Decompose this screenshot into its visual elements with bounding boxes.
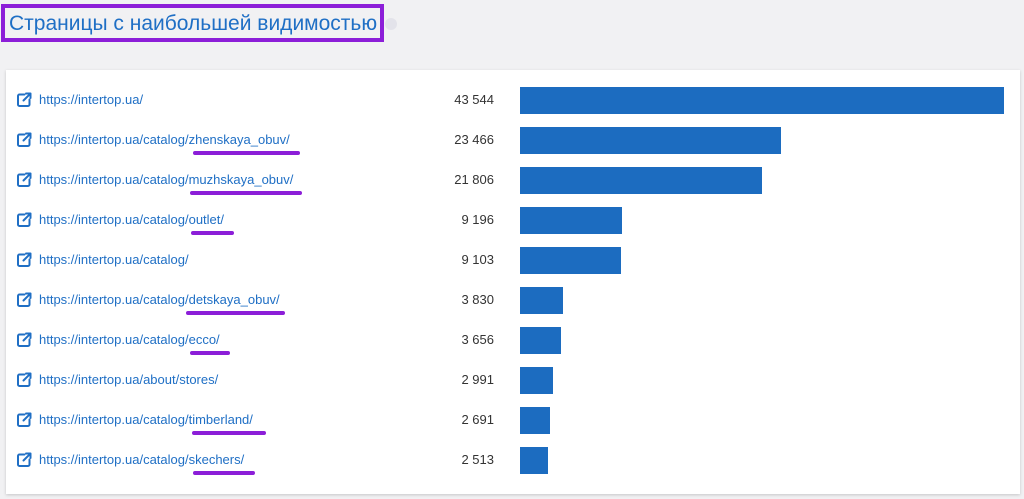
visibility-bar [520, 87, 1004, 114]
page-row: https://intertop.ua/ 43 544 [6, 80, 1020, 120]
page-row: https://intertop.ua/catalog/timberland/ … [6, 400, 1020, 440]
page-row: https://intertop.ua/catalog/ecco/ 3 656 [6, 320, 1020, 360]
highlight-underline [193, 471, 255, 475]
external-link-icon[interactable] [16, 452, 32, 468]
visibility-value: 43 544 [454, 92, 494, 107]
visibility-bar [520, 207, 622, 234]
visibility-value: 3 656 [461, 332, 494, 347]
page-url-link[interactable]: https://intertop.ua/catalog/muzhskaya_ob… [39, 172, 294, 187]
visibility-value: 3 830 [461, 292, 494, 307]
page-url-link[interactable]: https://intertop.ua/about/stores/ [39, 372, 219, 387]
external-link-icon[interactable] [16, 412, 32, 428]
external-link-icon[interactable] [16, 92, 32, 108]
page-row: https://intertop.ua/catalog/zhenskaya_ob… [6, 120, 1020, 160]
visibility-bar [520, 447, 548, 474]
page-row: https://intertop.ua/catalog/outlet/ 9 19… [6, 200, 1020, 240]
highlight-underline [193, 151, 300, 155]
external-link-icon[interactable] [16, 332, 32, 348]
highlight-underline [186, 311, 285, 315]
page-url-link[interactable]: https://intertop.ua/catalog/ecco/ [39, 332, 220, 347]
external-link-icon[interactable] [16, 212, 32, 228]
page-row: https://intertop.ua/catalog/skechers/ 2 … [6, 440, 1020, 480]
external-link-icon[interactable] [16, 252, 32, 268]
page-url-link[interactable]: https://intertop.ua/ [39, 92, 144, 107]
visibility-value: 2 513 [461, 452, 494, 467]
page-url-link[interactable]: https://intertop.ua/catalog/timberland/ [39, 412, 253, 427]
visibility-bar [520, 407, 550, 434]
external-link-icon[interactable] [16, 172, 32, 188]
visibility-bar [520, 127, 781, 154]
page-url-link[interactable]: https://intertop.ua/catalog/zhenskaya_ob… [39, 132, 290, 147]
visibility-bar [520, 247, 621, 274]
highlight-underline [192, 431, 266, 435]
external-link-icon[interactable] [16, 292, 32, 308]
visibility-bar [520, 167, 762, 194]
page-url-link[interactable]: https://intertop.ua/catalog/detskaya_obu… [39, 292, 280, 307]
top-pages-panel: https://intertop.ua/ 43 544 https://inte… [6, 70, 1020, 494]
page-row: https://intertop.ua/catalog/muzhskaya_ob… [6, 160, 1020, 200]
visibility-bar [520, 367, 553, 394]
visibility-value: 21 806 [454, 172, 494, 187]
external-link-icon[interactable] [16, 132, 32, 148]
visibility-value: 23 466 [454, 132, 494, 147]
page-url-link[interactable]: https://intertop.ua/catalog/ [39, 252, 189, 267]
page-url-link[interactable]: https://intertop.ua/catalog/skechers/ [39, 452, 245, 467]
title-highlight-box: Страницы с наибольшей видимостью [1, 4, 384, 42]
visibility-value: 9 103 [461, 252, 494, 267]
highlight-underline [190, 191, 302, 195]
page-row: https://intertop.ua/catalog/detskaya_obu… [6, 280, 1020, 320]
visibility-value: 9 196 [461, 212, 494, 227]
page-url-link[interactable]: https://intertop.ua/catalog/outlet/ [39, 212, 225, 227]
visibility-value: 2 991 [461, 372, 494, 387]
page-title: Страницы с наибольшей видимостью [9, 12, 378, 35]
external-link-icon[interactable] [16, 372, 32, 388]
title-info-dot [385, 18, 397, 30]
highlight-underline [191, 231, 234, 235]
highlight-underline [190, 351, 230, 355]
visibility-bar [520, 327, 561, 354]
page-row: https://intertop.ua/about/stores/ 2 991 [6, 360, 1020, 400]
visibility-value: 2 691 [461, 412, 494, 427]
visibility-bar [520, 287, 563, 314]
page-row: https://intertop.ua/catalog/ 9 103 [6, 240, 1020, 280]
